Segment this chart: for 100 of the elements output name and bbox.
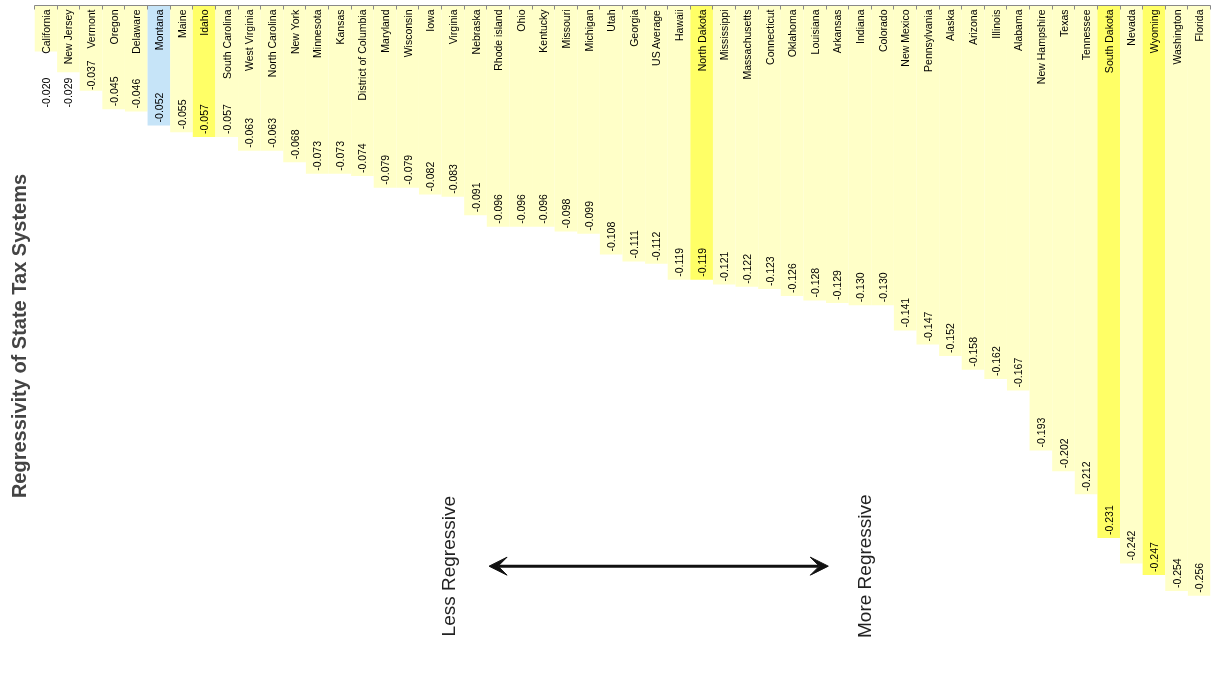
data-label: -0.254: [1170, 558, 1183, 589]
x-tick-label: North Dakota: [695, 9, 708, 72]
x-tick-label: Rhode island: [492, 9, 505, 71]
data-label: -0.083: [446, 163, 459, 194]
data-label: -0.057: [220, 103, 233, 134]
x-tick-label: Massachusetts: [740, 9, 753, 80]
data-label: -0.063: [265, 117, 278, 148]
x-tick-label: New Hampshire: [1034, 9, 1047, 85]
data-label: -0.152: [944, 322, 957, 353]
x-tick-label: New York: [288, 8, 301, 55]
x-tick-label: Minnesota: [311, 9, 324, 58]
data-label: -0.029: [62, 77, 75, 108]
data-label: -0.079: [379, 154, 392, 185]
data-label: -0.055: [175, 99, 188, 130]
data-label: -0.162: [989, 346, 1002, 376]
x-tick-label: Wyoming: [1147, 9, 1160, 54]
x-tick-label: Montana: [152, 9, 165, 51]
x-tick-label: Pennsylvania: [921, 9, 934, 72]
data-label: -0.082: [424, 161, 437, 192]
x-tick-label: Oregon: [107, 9, 120, 45]
x-tick-label: Kentucky: [537, 8, 550, 53]
data-label: -0.119: [673, 247, 686, 277]
x-tick-label: Maine: [175, 9, 188, 39]
x-tick-label: Idaho: [198, 9, 211, 36]
x-tick-label: Alaska: [944, 9, 957, 42]
x-tick-label: North Carolina: [265, 9, 278, 78]
data-label: -0.068: [288, 129, 301, 160]
x-tick-label: Maryland: [379, 9, 392, 53]
data-label: -0.112: [650, 231, 663, 261]
x-tick-label: Virginia: [446, 9, 459, 45]
data-label: -0.037: [85, 60, 98, 91]
data-label: -0.147: [921, 311, 934, 342]
data-label: -0.126: [786, 263, 799, 293]
x-tick-label: Louisiana: [808, 9, 821, 55]
x-tick-label: Florida: [1193, 9, 1206, 42]
x-tick-label: South Carolina: [220, 9, 233, 79]
data-label: -0.046: [130, 78, 143, 109]
annotation: Less Regressive: [437, 495, 459, 637]
data-label: -0.256: [1193, 562, 1206, 593]
data-label: -0.057: [198, 103, 211, 134]
x-tick-label: New Jersey: [62, 8, 75, 65]
x-tick-label: Mississippi: [718, 9, 731, 61]
data-label: -0.193: [1034, 417, 1047, 448]
x-tick-label: Wisconsin: [401, 9, 414, 58]
data-label: -0.212: [1080, 461, 1093, 492]
x-tick-label: Georgia: [627, 9, 640, 47]
data-label: -0.063: [243, 117, 256, 148]
data-label: -0.096: [514, 193, 527, 224]
x-tick-label: Iowa: [424, 9, 437, 32]
x-tick-label: Missouri: [559, 9, 572, 49]
data-label: -0.099: [582, 200, 595, 231]
x-tick-label: Utah: [605, 9, 618, 32]
x-tick-label: Texas: [1057, 9, 1070, 37]
x-tick-label: Alabama: [1012, 9, 1025, 51]
data-label: -0.122: [740, 253, 753, 284]
x-tick-label: Arkansas: [831, 9, 844, 54]
data-label: -0.167: [1012, 357, 1025, 388]
text: Regressivity of State Tax Systems: [7, 173, 30, 499]
data-label: -0.129: [831, 269, 844, 300]
data-label: -0.020: [39, 77, 52, 108]
x-tick-label: Delaware: [130, 9, 143, 54]
x-tick-label: US Average: [650, 9, 663, 66]
x-tick-label: Tennessee: [1080, 9, 1093, 61]
x-tick-label: Indiana: [853, 9, 866, 44]
data-label: -0.158: [967, 336, 980, 367]
x-tick-label: New Mexico: [899, 9, 912, 67]
x-tick-label: Oklahoma: [786, 9, 799, 58]
data-label: -0.073: [311, 140, 324, 171]
x-tick-label: District of Columbia: [356, 9, 369, 101]
data-label: -0.096: [537, 193, 550, 224]
x-tick-label: Ohio: [514, 9, 527, 32]
x-tick-label: Hawaii: [673, 9, 686, 42]
data-label: -0.045: [107, 76, 120, 107]
x-tick-label: Nebraska: [469, 9, 482, 55]
x-tick-label: Michigan: [582, 9, 595, 52]
data-label: -0.242: [1125, 530, 1138, 561]
data-label: -0.247: [1147, 542, 1160, 572]
data-label: -0.073: [333, 140, 346, 171]
x-tick-label: West Virginia: [243, 9, 256, 71]
x-tick-label: Arizona: [967, 9, 980, 46]
data-label: -0.098: [559, 198, 572, 229]
x-tick-label: Connecticut: [763, 9, 776, 65]
data-label: -0.141: [899, 297, 912, 328]
data-label: -0.111: [627, 230, 640, 259]
data-label: -0.130: [876, 272, 889, 303]
data-label: -0.123: [763, 256, 776, 287]
data-label: -0.231: [1102, 505, 1115, 536]
x-tick-label: Vermont: [85, 9, 98, 49]
data-label: -0.119: [695, 247, 708, 277]
data-label: -0.079: [401, 154, 414, 185]
data-label: -0.074: [356, 143, 369, 174]
x-tick-label: Nevada: [1125, 9, 1138, 46]
data-label: -0.130: [853, 272, 866, 303]
x-tick-label: California: [39, 9, 52, 54]
x-tick-label: Colorado: [876, 9, 889, 53]
data-label: -0.202: [1057, 438, 1070, 469]
x-tick-label: South Dakota: [1102, 9, 1115, 74]
data-label: -0.091: [469, 182, 482, 213]
x-tick-label: Washington: [1170, 9, 1183, 65]
data-label: -0.128: [808, 267, 821, 298]
